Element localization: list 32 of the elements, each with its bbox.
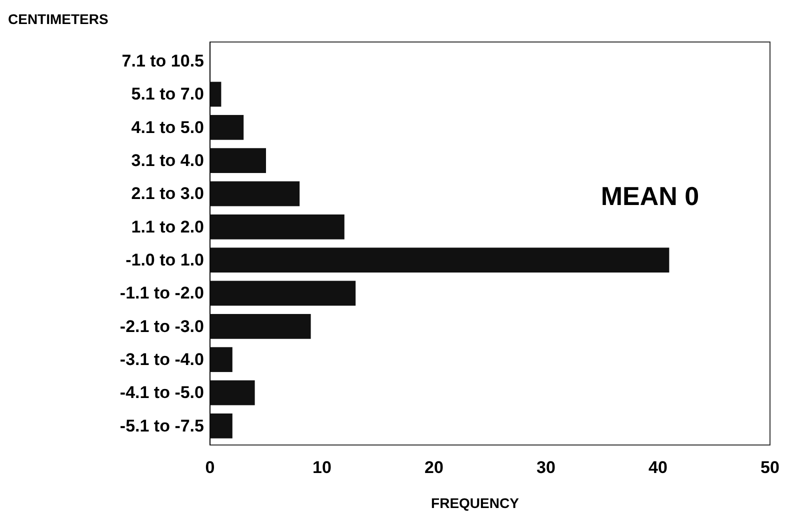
y-tick-label: 2.1 to 3.0 [131, 184, 204, 204]
y-tick-label: -4.1 to -5.0 [120, 383, 204, 402]
y-tick-label: -5.1 to -7.5 [120, 416, 204, 436]
y-tick-label: -2.1 to -3.0 [120, 316, 204, 336]
y-tick-label: -1.0 to 1.0 [126, 250, 204, 270]
x-tick-label: 20 [424, 458, 444, 477]
bar [210, 314, 311, 339]
bar [210, 248, 670, 273]
annotation: MEAN 0 [600, 181, 700, 211]
x-tick-label: 30 [536, 458, 556, 477]
y-tick-label: 5.1 to 7.0 [131, 84, 204, 104]
bar [210, 380, 255, 406]
x-tick-label: 50 [760, 458, 780, 477]
y-tick-label: -1.1 to -2.0 [120, 284, 204, 303]
x-tick-label: 0 [205, 458, 215, 477]
bar [210, 413, 232, 438]
y-tick-label: 1.1 to 2.0 [131, 217, 204, 236]
bar [210, 114, 244, 140]
y-tick-label: 4.1 to 5.0 [131, 118, 204, 137]
bar [210, 280, 356, 306]
x-tick-label: 10 [312, 458, 332, 477]
x-tick-label: 40 [648, 458, 668, 477]
y-axis-title: CENTIMETERS [8, 11, 108, 27]
bar [210, 82, 222, 107]
y-tick-label: 3.1 to 4.0 [131, 151, 204, 170]
bar [210, 347, 232, 372]
bar [210, 214, 344, 240]
bar [210, 148, 266, 174]
x-axis-title: FREQUENCY [431, 495, 520, 511]
y-tick-label: 7.1 to 10.5 [122, 52, 204, 71]
bar [210, 181, 300, 206]
y-tick-label: -3.1 to -4.0 [120, 350, 204, 370]
